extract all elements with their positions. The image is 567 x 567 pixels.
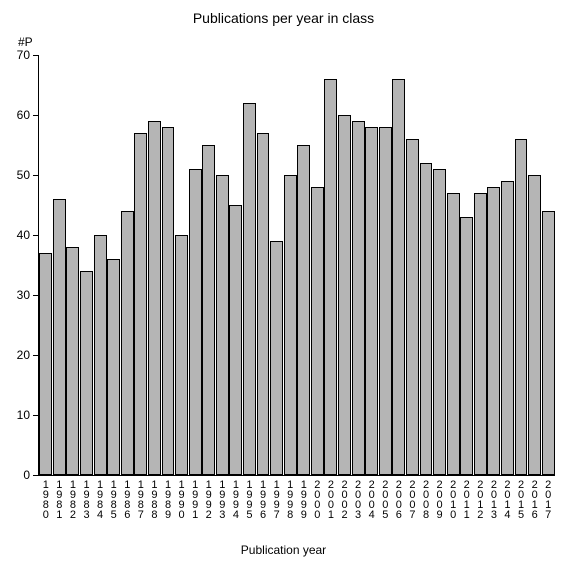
bar [148,121,161,475]
bar [379,127,392,475]
x-tick-label: 2009 [434,479,445,519]
bar [39,253,52,475]
x-tick-label: 1991 [189,479,200,519]
x-tick-label: 1983 [81,479,92,519]
x-tick-label: 1987 [135,479,146,519]
y-tick-label: 70 [0,48,30,62]
x-tick-label: 1985 [108,479,119,519]
bar [175,235,188,475]
bar [297,145,310,475]
x-tick-label: 1984 [94,479,105,519]
y-tick-label: 50 [0,168,30,182]
x-tick-label: 2007 [406,479,417,519]
y-tick-label: 40 [0,228,30,242]
y-tick-label: 60 [0,108,30,122]
bar [338,115,351,475]
bar [53,199,66,475]
bar [515,139,528,475]
y-tick-mark [33,355,38,356]
y-tick-mark [33,415,38,416]
bar [433,169,446,475]
bar [229,205,242,475]
x-tick-label: 2005 [379,479,390,519]
bar [66,247,79,475]
bar [94,235,107,475]
bar [216,175,229,475]
x-tick-label: 2011 [461,479,472,519]
x-tick-label: 1992 [203,479,214,519]
y-tick-mark [33,55,38,56]
x-tick-label: 1995 [243,479,254,519]
bar [284,175,297,475]
x-tick-label: 2012 [474,479,485,519]
chart-container: Publications per year in class #P Public… [0,0,567,567]
x-tick-label: 1982 [67,479,78,519]
x-tick-label: 1981 [53,479,64,519]
x-tick-label: 1996 [257,479,268,519]
x-tick-label: 1997 [271,479,282,519]
x-tick-label: 1993 [216,479,227,519]
x-tick-label: 1990 [176,479,187,519]
bar [474,193,487,475]
x-tick-label: 2014 [501,479,512,519]
plot-area [38,55,555,476]
bar [365,127,378,475]
x-tick-label: 1994 [230,479,241,519]
y-tick-mark [33,295,38,296]
bar [528,175,541,475]
bar [460,217,473,475]
bar [257,133,270,475]
x-tick-label: 1998 [284,479,295,519]
bar [501,181,514,475]
y-tick-mark [33,475,38,476]
x-tick-label: 1999 [298,479,309,519]
bar [447,193,460,475]
bar [311,187,324,475]
x-tick-label: 2002 [339,479,350,519]
y-tick-mark [33,115,38,116]
x-tick-label: 2016 [529,479,540,519]
y-tick-label: 30 [0,288,30,302]
x-tick-label: 2008 [420,479,431,519]
x-tick-label: 1980 [40,479,51,519]
y-tick-label: 20 [0,348,30,362]
x-tick-label: 2000 [311,479,322,519]
bar [420,163,433,475]
x-axis-title: Publication year [0,543,567,557]
bar [202,145,215,475]
bar [162,127,175,475]
bar [487,187,500,475]
x-tick-label: 2006 [393,479,404,519]
bar [80,271,93,475]
x-tick-label: 2004 [366,479,377,519]
y-tick-label: 0 [0,468,30,482]
bar [270,241,283,475]
chart-title: Publications per year in class [0,10,567,26]
bar [406,139,419,475]
y-tick-mark [33,175,38,176]
bar [121,211,134,475]
bar [107,259,120,475]
x-tick-label: 2010 [447,479,458,519]
bar [352,121,365,475]
x-tick-label: 2017 [542,479,553,519]
x-tick-label: 2001 [325,479,336,519]
x-tick-label: 1989 [162,479,173,519]
y-tick-mark [33,235,38,236]
bar [324,79,337,475]
x-tick-label: 2013 [488,479,499,519]
x-tick-label: 1986 [121,479,132,519]
y-tick-label: 10 [0,408,30,422]
x-tick-label: 1988 [148,479,159,519]
bar [392,79,405,475]
y-axis-label: #P [18,35,33,49]
bar [243,103,256,475]
bar [189,169,202,475]
x-tick-label: 2015 [515,479,526,519]
bar [134,133,147,475]
x-tick-label: 2003 [352,479,363,519]
bar [542,211,555,475]
